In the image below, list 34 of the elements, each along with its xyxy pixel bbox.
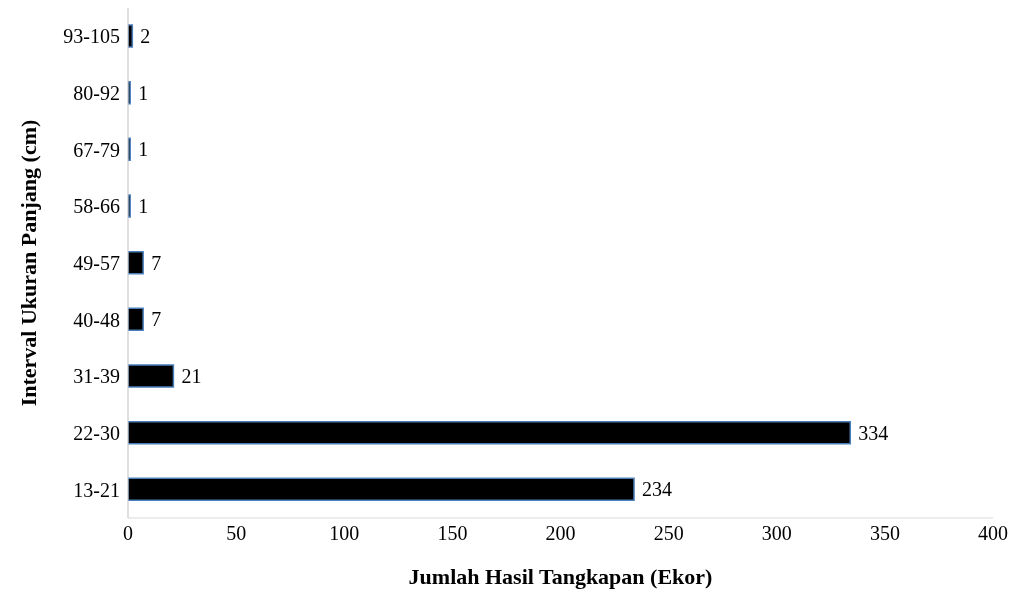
bar [128, 250, 144, 275]
data-label: 334 [858, 421, 889, 444]
y-tick-label: 31-39 [73, 365, 120, 388]
y-tick-label: 13-21 [73, 478, 120, 501]
x-tick-label: 200 [545, 522, 576, 545]
x-tick-label: 300 [761, 522, 792, 545]
x-tick-label: 0 [123, 522, 133, 545]
y-tick-label: 22-30 [73, 422, 120, 445]
x-tick-label: 100 [329, 522, 360, 545]
x-tick-label: 250 [653, 522, 684, 545]
bar [128, 420, 852, 445]
y-tick-label: 49-57 [73, 252, 120, 275]
x-tick-label: 50 [226, 522, 247, 545]
bar [128, 364, 175, 388]
data-label: 234 [642, 478, 673, 501]
y-tick-label: 67-79 [73, 138, 120, 161]
x-tick-label: 150 [437, 522, 468, 545]
y-tick-label: 40-48 [73, 308, 120, 331]
x-tick-label: 350 [869, 522, 900, 545]
data-label: 7 [151, 251, 162, 274]
data-label: 1 [138, 81, 149, 104]
y-tick-label: 58-66 [73, 195, 120, 218]
data-label: 1 [138, 138, 149, 161]
y-axis-title: Interval Ukuran Panjang (cm) [15, 119, 41, 407]
bar [128, 307, 144, 332]
data-label: 2 [140, 25, 151, 48]
data-label: 7 [151, 308, 162, 331]
x-tick-label: 400 [978, 522, 1008, 545]
data-label: 21 [181, 365, 202, 388]
y-tick-label: 80-92 [73, 82, 120, 105]
x-axis-title: Jumlah Hasil Tangkapan (Ekor) [408, 563, 713, 589]
data-label: 1 [138, 195, 149, 218]
y-tick-label: 93-105 [63, 25, 120, 48]
bar [128, 477, 635, 502]
